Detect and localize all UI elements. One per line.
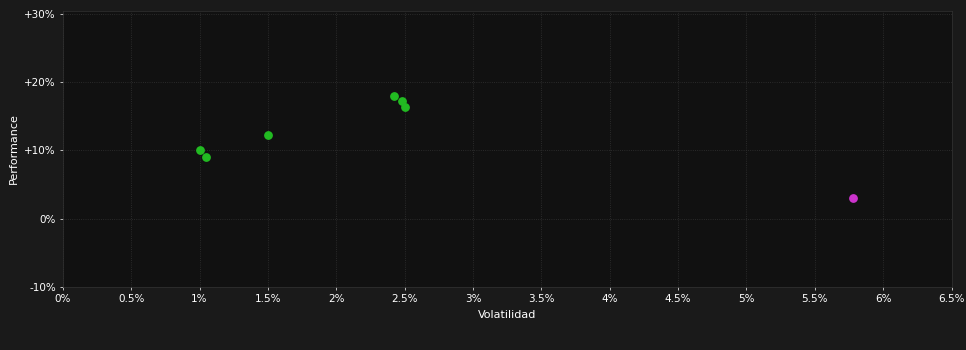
Point xyxy=(199,154,214,160)
X-axis label: Volatilidad: Volatilidad xyxy=(478,309,536,320)
Y-axis label: Performance: Performance xyxy=(9,113,18,184)
Point xyxy=(845,195,861,201)
Point xyxy=(386,93,402,99)
Point xyxy=(192,147,208,153)
Point xyxy=(260,132,275,138)
Point xyxy=(397,104,412,110)
Point xyxy=(394,98,410,104)
